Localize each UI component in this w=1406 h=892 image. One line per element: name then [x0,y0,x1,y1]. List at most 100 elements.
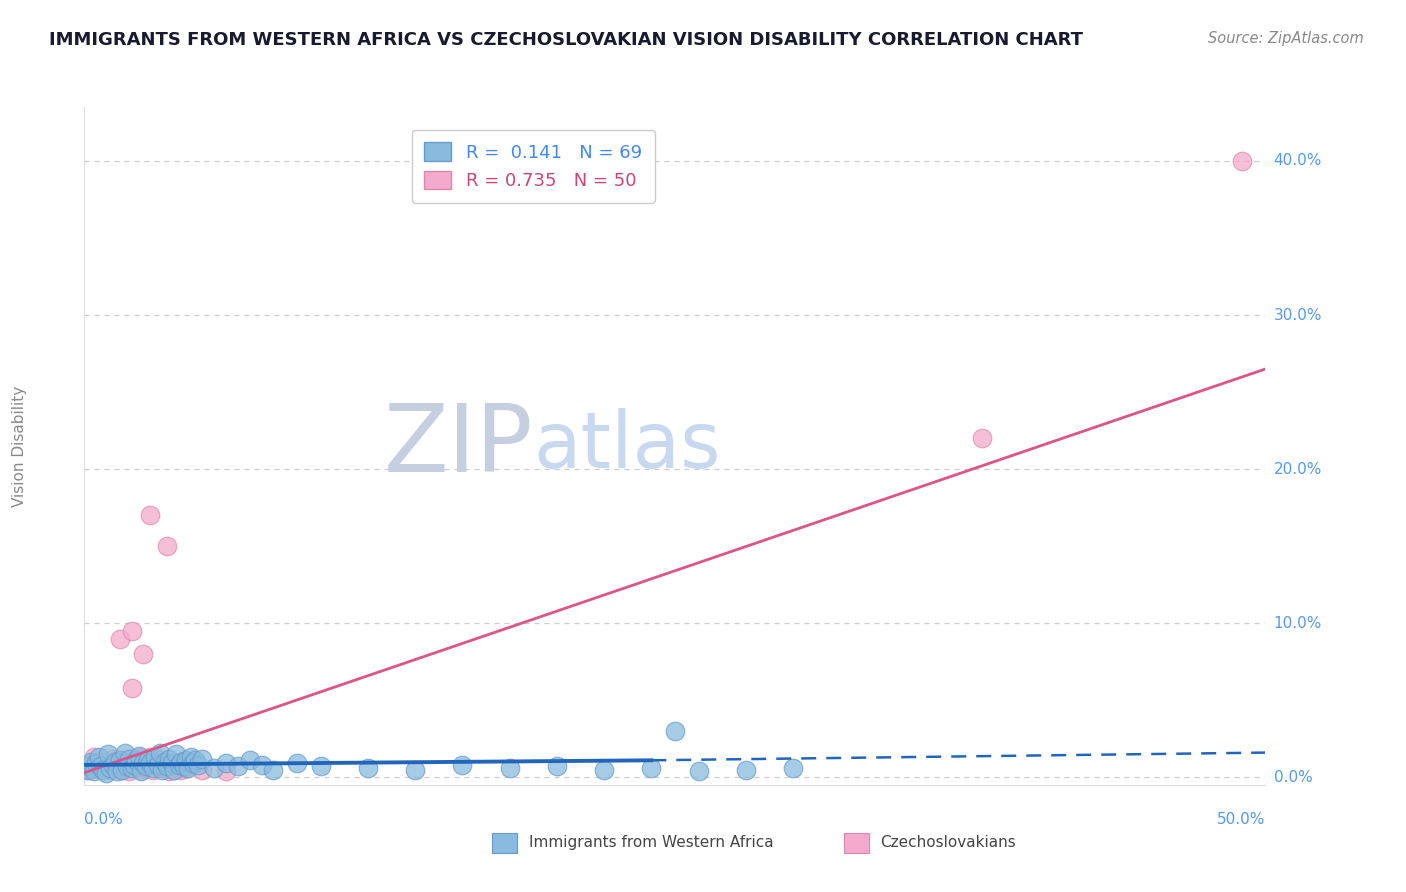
Point [139,508,162,523]
Point [404,763,426,777]
Point [90,759,112,773]
Point [77,759,100,773]
Point [156,759,179,773]
Point [104,761,127,775]
Point [157,764,180,778]
Point [91,763,114,777]
Point [146,758,169,772]
Point [970,431,993,445]
Point [121,758,143,772]
Point [122,755,145,769]
Point [170,755,193,769]
Point [142,761,165,775]
Point [108,632,131,646]
Text: 30.0%: 30.0% [1274,308,1322,323]
Point [262,763,284,777]
Point [107,758,129,772]
Point [1230,153,1253,168]
Point [108,753,131,767]
Point [84,756,107,771]
Point [97,747,120,761]
Point [118,764,141,778]
Point [143,755,166,769]
Point [107,764,129,778]
Point [97,759,120,773]
Point [191,763,214,777]
Point [167,758,190,772]
Point [118,752,141,766]
Point [125,761,148,775]
Point [77,763,100,777]
Text: ZIP: ZIP [384,400,533,492]
Point [139,750,162,764]
Point [136,753,159,767]
Point [451,758,474,772]
Point [150,763,173,777]
Point [101,758,124,772]
Text: 40.0%: 40.0% [1274,153,1322,169]
Point [135,761,157,775]
Point [114,756,136,771]
Point [173,756,195,771]
Point [156,761,179,775]
Point [128,750,150,764]
Point [174,753,197,767]
Point [163,763,186,777]
Text: Czechoslovakians: Czechoslovakians [880,836,1017,850]
Point [80,758,103,772]
Point [115,759,138,773]
Point [285,756,308,771]
Point [173,759,195,773]
Point [160,758,183,772]
Point [180,750,202,764]
Point [139,756,162,771]
Point [143,750,166,764]
Point [83,764,105,778]
Point [153,755,176,769]
Point [153,758,176,772]
Legend: R =  0.141   N = 69, R = 0.735   N = 50: R = 0.141 N = 69, R = 0.735 N = 50 [412,129,655,202]
Point [156,539,179,553]
Text: IMMIGRANTS FROM WESTERN AFRICA VS CZECHOSLOVAKIAN VISION DISABILITY CORRELATION : IMMIGRANTS FROM WESTERN AFRICA VS CZECHO… [49,31,1083,49]
Point [94,756,117,771]
Point [115,759,138,773]
Point [98,763,121,777]
Point [122,758,145,772]
Point [215,756,238,771]
Text: 0.0%: 0.0% [1274,770,1312,785]
Point [108,753,131,767]
Point [111,763,134,777]
Point [184,753,207,767]
Point [664,724,686,739]
Point [132,647,155,661]
Point [640,761,662,775]
Point [166,747,188,761]
Point [136,758,159,772]
Point [181,756,204,771]
Text: Source: ZipAtlas.com: Source: ZipAtlas.com [1208,31,1364,46]
Text: atlas: atlas [533,408,721,484]
Point [239,753,262,767]
Point [104,755,127,769]
Point [129,763,152,777]
Point [94,765,117,780]
Text: 0.0%: 0.0% [84,812,124,827]
Text: 20.0%: 20.0% [1274,462,1322,476]
Text: 50.0%: 50.0% [1218,812,1265,827]
Point [309,759,332,773]
Point [734,763,756,777]
Point [170,763,193,777]
Point [114,746,136,760]
Point [132,758,155,772]
Point [121,681,143,695]
Text: Immigrants from Western Africa: Immigrants from Western Africa [529,836,773,850]
Point [121,624,143,638]
Point [226,759,249,773]
Point [142,763,165,777]
Point [111,763,134,777]
Point [83,750,105,764]
Text: Vision Disability: Vision Disability [11,385,27,507]
Point [149,756,172,771]
Point [357,761,380,775]
Point [215,764,238,778]
